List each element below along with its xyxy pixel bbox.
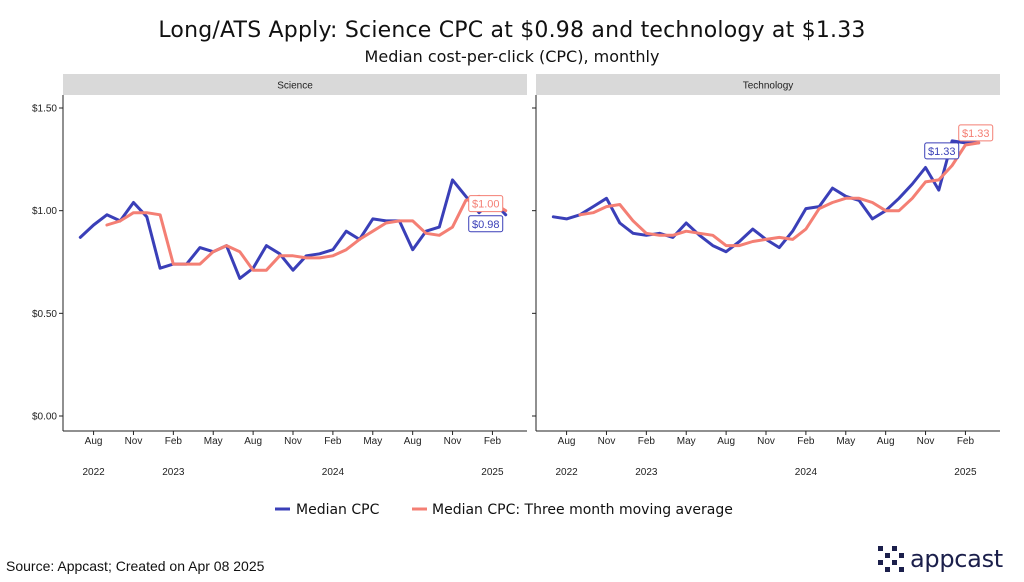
x-year-label: 2025 bbox=[954, 467, 977, 478]
moving-average-line-science bbox=[105, 194, 508, 272]
x-tick-label: Aug bbox=[404, 436, 422, 447]
x-tick-label: Aug bbox=[558, 436, 576, 447]
x-tick-label: Feb bbox=[484, 436, 502, 447]
appcast-logo: appcast bbox=[878, 541, 1003, 577]
legend-label-median-cpc: Median CPC bbox=[296, 502, 380, 518]
x-tick-label: Feb bbox=[638, 436, 656, 447]
x-tick-label: Aug bbox=[717, 436, 735, 447]
logo-text: appcast bbox=[910, 545, 1003, 573]
moving-average-end-label-technology: $1.33 bbox=[962, 128, 990, 140]
y-tick-label: $1.00 bbox=[32, 206, 57, 217]
x-year-label: 2025 bbox=[481, 467, 504, 478]
x-tick-label: Nov bbox=[444, 436, 462, 447]
x-year-label: 2022 bbox=[82, 467, 105, 478]
chart-subtitle: Median cost-per-click (CPC), monthly bbox=[364, 47, 660, 66]
y-tick-label: $0.00 bbox=[32, 412, 57, 423]
y-tick-label: $1.50 bbox=[32, 104, 57, 115]
moving-average-end-label-technology-box bbox=[958, 124, 994, 142]
x-tick-label: Feb bbox=[957, 436, 975, 447]
x-tick-label: Aug bbox=[244, 436, 262, 447]
x-tick-label: Feb bbox=[797, 436, 815, 447]
facet-strip-science bbox=[63, 74, 527, 95]
median-cpc-end-label-technology-box bbox=[924, 142, 960, 160]
x-tick-label: May bbox=[677, 436, 696, 447]
median-cpc-end-label-science: $0.98 bbox=[472, 219, 500, 231]
median-cpc-line-science bbox=[78, 178, 508, 280]
x-tick-label: Nov bbox=[917, 436, 935, 447]
x-tick-label: Nov bbox=[125, 436, 143, 447]
x-tick-label: Nov bbox=[757, 436, 775, 447]
x-tick-label: May bbox=[836, 436, 855, 447]
x-year-label: 2023 bbox=[635, 467, 658, 478]
x-year-label: 2024 bbox=[322, 467, 345, 478]
source-note: Source: Appcast; Created on Apr 08 2025 bbox=[6, 558, 265, 574]
median-cpc-end-label-technology: $1.33 bbox=[928, 146, 956, 158]
x-tick-label: Aug bbox=[85, 436, 103, 447]
moving-average-line-technology bbox=[578, 141, 981, 248]
x-tick-label: May bbox=[363, 436, 382, 447]
x-tick-label: Aug bbox=[877, 436, 895, 447]
x-tick-label: May bbox=[204, 436, 223, 447]
appcast-logo-mark bbox=[878, 546, 904, 572]
chart-title: Long/ATS Apply: Science CPC at $0.98 and… bbox=[158, 18, 866, 43]
facet-label-technology: Technology bbox=[743, 81, 794, 92]
x-tick-label: Nov bbox=[284, 436, 302, 447]
x-tick-label: Nov bbox=[598, 436, 616, 447]
facet-label-science: Science bbox=[277, 81, 313, 92]
x-tick-label: Feb bbox=[165, 436, 183, 447]
x-year-label: 2022 bbox=[555, 467, 578, 478]
facet-strip-technology bbox=[536, 74, 1000, 95]
x-tick-label: Feb bbox=[324, 436, 342, 447]
median-cpc-end-label-science-box bbox=[468, 215, 504, 233]
x-year-label: 2024 bbox=[795, 467, 818, 478]
legend-label-moving-average: Median CPC: Three month moving average bbox=[432, 502, 733, 518]
moving-average-end-label-science: $1.00 bbox=[472, 199, 500, 211]
x-year-label: 2023 bbox=[162, 467, 185, 478]
moving-average-end-label-science-box bbox=[468, 195, 504, 213]
y-tick-label: $0.50 bbox=[32, 309, 57, 320]
